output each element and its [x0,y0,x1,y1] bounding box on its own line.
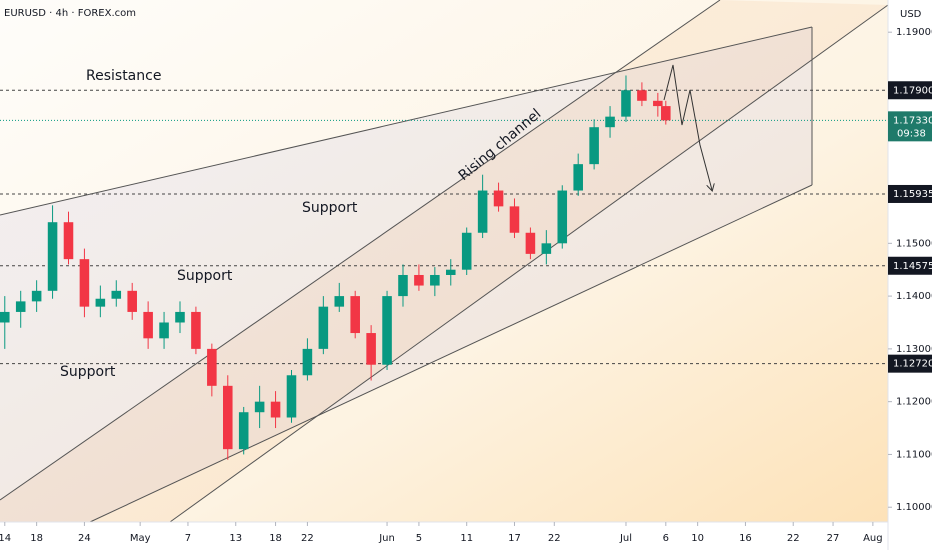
y-tick-label: 1.15000 [896,238,932,249]
candle-body [270,401,281,418]
candle-body [159,322,169,339]
candle-body [143,311,153,339]
x-tick-label: Jul [619,533,632,544]
candle-body [111,290,122,299]
annotation: Support [60,364,116,380]
x-tick-label: 16 [739,533,752,544]
trendline [169,4,889,523]
x-tick-label: 14 [0,533,11,544]
x-tick-label: 5 [416,533,422,544]
y-tick-label: 1.11000 [896,449,932,460]
x-tick-label: 18 [269,533,282,544]
candles [0,75,671,460]
x-tick-label: 7 [185,533,191,544]
candle-body [525,232,536,254]
candle-body [318,306,329,349]
candle-body [191,311,201,349]
x-tick-label: 13 [229,533,242,544]
x-tick-label: May [130,533,151,544]
candle-body [238,412,249,450]
candle-body [414,274,424,286]
annotation: Resistance [86,68,161,84]
x-tick-label: Jun [378,533,395,544]
candle-body [430,274,440,286]
trendline [89,184,813,523]
candle-body [661,106,671,121]
candle-body [31,290,42,302]
x-tick-label: 22 [548,533,561,544]
level-badge [888,256,932,275]
last-price-label: 1.17330 [893,115,932,126]
x-tick-label: 22 [787,533,800,544]
trendlines [0,0,889,523]
countdown: 09:38 [897,128,926,139]
plot-background [0,0,888,522]
candle-body [445,269,456,275]
candle-body [175,311,185,323]
time-axis [0,522,888,550]
candle-body [621,90,631,117]
x-tick-label: 27 [827,533,840,544]
x-tick-label: 10 [691,533,704,544]
candle-body [605,116,615,128]
candle-body [382,296,392,365]
candle-body [366,333,376,365]
x-tick-label: 6 [663,533,669,544]
candle-body [334,296,345,307]
level-label: 1.14575 [893,261,932,272]
y-tick-label: 1.12000 [896,397,932,408]
candle-body [222,385,233,450]
candle-body [15,301,26,312]
level-label: 1.17900 [893,85,932,96]
candle-body [541,243,552,254]
level-label: 1.12720 [893,359,932,370]
candle-body [47,222,58,291]
currency: USD [900,9,922,20]
y-tick-label: 1.19000 [896,27,932,38]
candle-body [493,190,504,207]
candle-body [461,232,472,270]
x-tick-label: 18 [30,533,43,544]
candle-body [79,259,90,307]
candle-body [254,401,265,413]
candle-body [350,296,360,334]
x-tick-label: 24 [78,533,91,544]
chart-title: EURUSD · 4h · FOREX.com [4,8,136,19]
last-price-badge [888,111,932,142]
candle-body [509,206,520,233]
x-tick-label: 11 [460,533,473,544]
candle-body [302,348,313,376]
candle-body [63,222,74,260]
candle-body [589,127,599,165]
y-tick-label: 1.14000 [896,291,932,302]
candle-body [0,311,10,323]
candle-body [207,348,217,386]
x-tick-label: 17 [508,533,521,544]
level-label: 1.15935 [893,189,932,200]
x-tick-label: 22 [301,533,314,544]
candle-body [286,375,297,418]
trendline [0,26,813,216]
candle-body [95,298,106,307]
candle-body [127,290,137,312]
candle-body [637,90,647,101]
candle-body [653,100,663,107]
y-tick-label: 1.13000 [896,344,932,355]
candle-body [573,164,583,191]
annotation: Support [177,268,233,284]
candle-body [398,274,408,297]
annotation: Support [302,200,358,216]
y-tick-label: 1.10000 [896,502,932,513]
levels [0,89,888,365]
candle-body [557,190,568,244]
candle-body [477,190,488,233]
trendline [0,0,721,501]
rising-channel-fill [0,0,888,522]
level-badge [888,81,932,100]
projection-arrow [663,64,712,190]
x-tick-label: Aug [863,533,883,544]
level-badge [888,184,932,203]
level-badge [888,354,932,373]
